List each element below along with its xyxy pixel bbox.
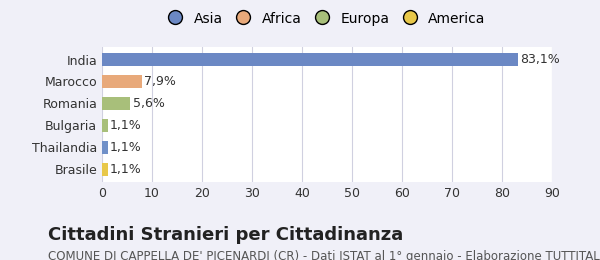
Bar (102, 119, 107, 132)
Bar (102, 163, 107, 176)
Text: Cittadini Stranieri per Cittadinanza: Cittadini Stranieri per Cittadinanza (48, 226, 403, 244)
Bar (102, 141, 107, 154)
Text: COMUNE DI CAPPELLA DE' PICENARDI (CR) - Dati ISTAT al 1° gennaio - Elaborazione : COMUNE DI CAPPELLA DE' PICENARDI (CR) - … (48, 250, 600, 260)
Text: 5,6%: 5,6% (133, 97, 164, 110)
Text: 1,1%: 1,1% (110, 141, 142, 154)
Text: 1,1%: 1,1% (110, 119, 142, 132)
Text: 83,1%: 83,1% (520, 53, 560, 66)
Bar (102, 53, 517, 66)
Text: 7,9%: 7,9% (144, 75, 176, 88)
Bar (102, 75, 142, 88)
Bar (102, 97, 130, 110)
Legend: Asia, Africa, Europa, America: Asia, Africa, Europa, America (163, 6, 491, 31)
Text: 1,1%: 1,1% (110, 163, 142, 176)
